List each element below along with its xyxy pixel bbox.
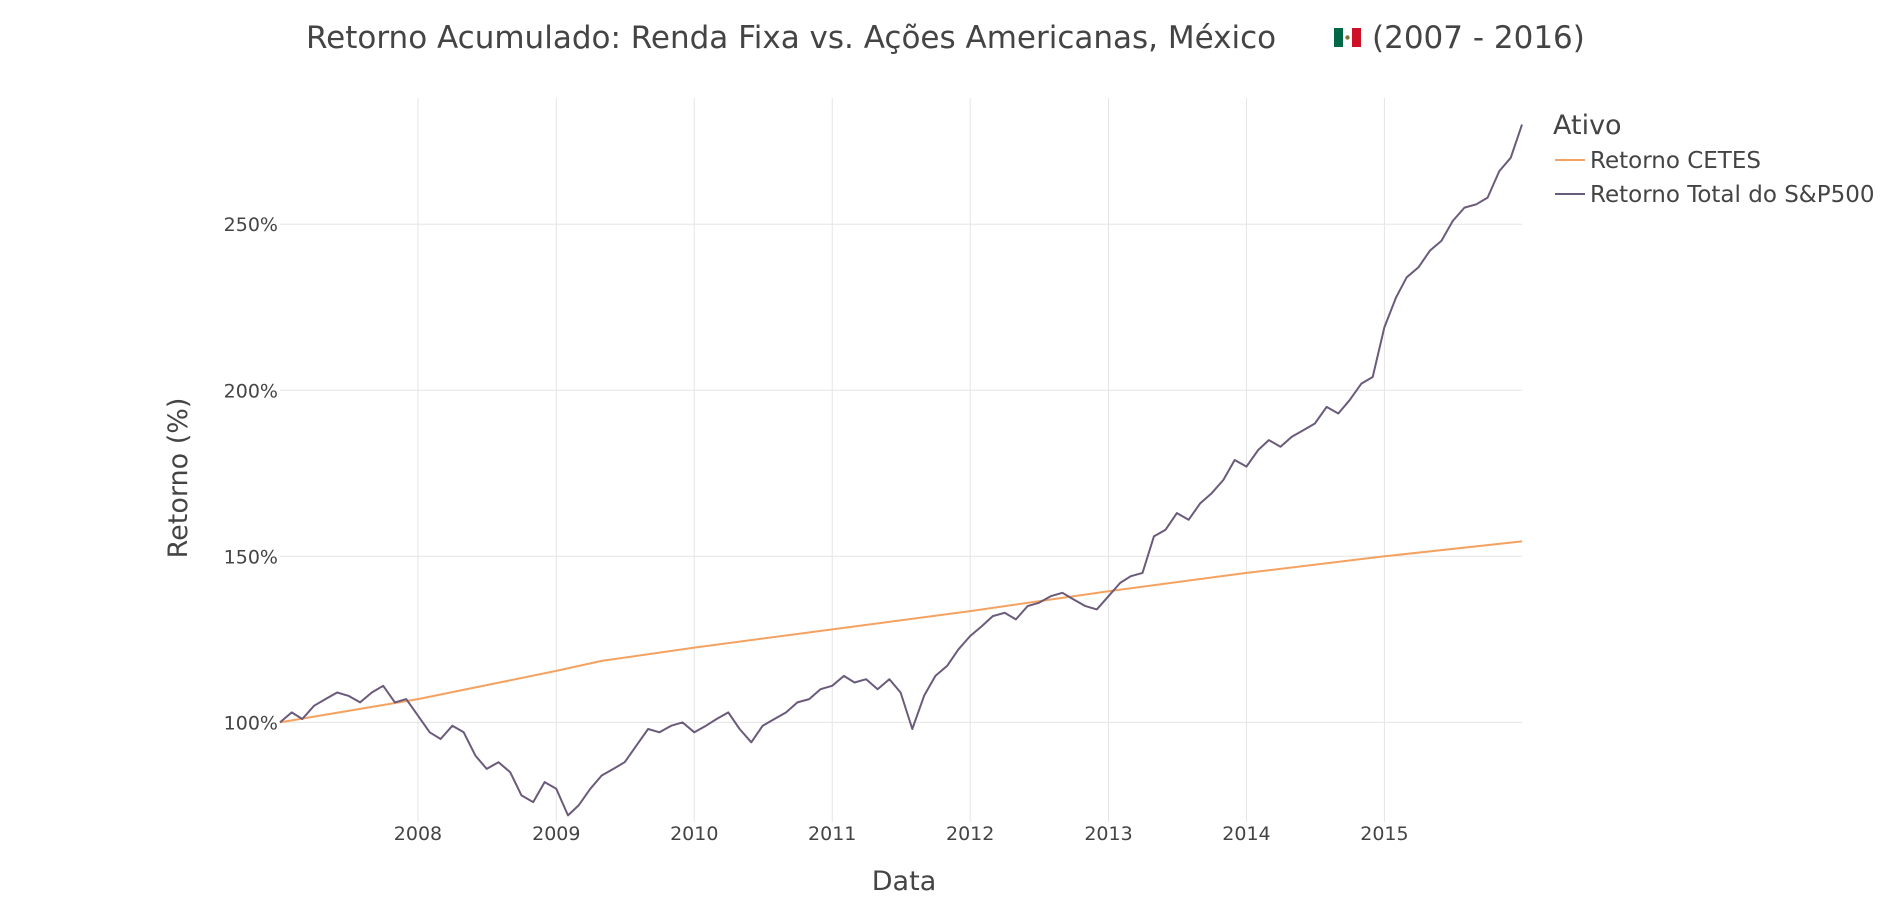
- legend-label-cetes: Retorno CETES: [1590, 148, 1761, 174]
- chart-title-prefix: Retorno Acumulado: Renda Fixa vs. Ações …: [306, 20, 1276, 56]
- y-axis-title: Retorno (%): [163, 398, 194, 559]
- x-tick-label: 2013: [1084, 823, 1132, 845]
- x-tick-label: 2009: [532, 823, 580, 845]
- legend-item-sp500[interactable]: Retorno Total do S&P500: [1555, 182, 1875, 208]
- x-tick-label: 2008: [394, 823, 442, 845]
- x-tick-label: 2012: [946, 823, 994, 845]
- x-axis-title: Data: [872, 866, 936, 897]
- legend-title: Ativo: [1553, 110, 1622, 141]
- series-layer: [279, 124, 1523, 817]
- mexico-flag-icon: [1334, 28, 1361, 47]
- legend-label-sp500: Retorno Total do S&P500: [1590, 182, 1875, 208]
- y-tick-label: 250%: [224, 214, 278, 236]
- chart-title-suffix: (2007 - 2016): [1372, 20, 1585, 56]
- y-tick-label: 150%: [224, 546, 278, 568]
- y-tick-label: 200%: [224, 380, 278, 402]
- x-tick-labels: 2008 2009 2010 2011 2012 2013 2014 2015: [394, 823, 1409, 845]
- x-tick-label: 2014: [1222, 823, 1270, 845]
- grid-layer: [280, 98, 1522, 822]
- y-tick-label: 100%: [224, 712, 278, 734]
- x-tick-label: 2010: [670, 823, 718, 845]
- series-line-cetes: [279, 540, 1523, 724]
- y-tick-labels: 100% 150% 200% 250%: [224, 214, 278, 734]
- series-line-sp500: [279, 124, 1523, 817]
- x-tick-label: 2015: [1360, 823, 1408, 845]
- legend-item-cetes[interactable]: Retorno CETES: [1555, 148, 1761, 174]
- legend: Ativo Retorno CETES Retorno Total do S&P…: [1553, 110, 1875, 208]
- x-tick-label: 2011: [808, 823, 856, 845]
